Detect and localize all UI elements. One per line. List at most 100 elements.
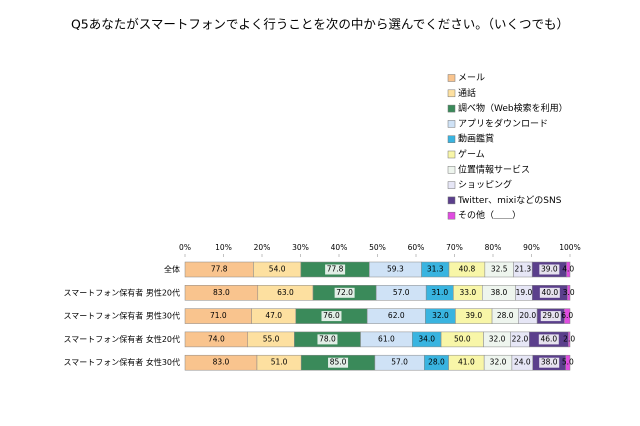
legend-label: メール	[458, 74, 485, 84]
data-label: 33.0	[459, 288, 476, 297]
x-tick-label: 70%	[446, 243, 463, 252]
data-label: 38.0	[541, 358, 558, 367]
x-tick-label: 40%	[331, 243, 348, 252]
label-bg	[539, 287, 560, 298]
y-tick-label: スマートフォン保有者 男性20代	[64, 287, 180, 297]
data-label: 4.0	[562, 265, 574, 274]
legend-swatch	[447, 89, 456, 98]
data-label: 71.0	[210, 311, 227, 320]
data-label: 72.0	[336, 288, 353, 297]
legend-swatch	[447, 120, 456, 128]
x-tick-label: 30%	[292, 243, 309, 252]
label-bg	[321, 311, 342, 322]
data-label: 85.0	[330, 358, 347, 367]
legend-label: ショッピング	[458, 179, 512, 191]
x-tick-label: 20%	[254, 243, 271, 252]
data-label: 83.0	[213, 288, 230, 297]
label-bg	[539, 357, 560, 368]
legend-label: 調べ物（Web検索を利用）	[458, 102, 568, 114]
bar-segment	[566, 261, 571, 278]
data-label: 3.0	[563, 288, 575, 297]
label-bg	[325, 264, 346, 275]
bar-segment	[568, 331, 571, 348]
data-label: 20.0	[519, 311, 536, 320]
x-tick-label: 10%	[215, 243, 232, 252]
data-label: 40.8	[459, 265, 476, 274]
label-bg	[539, 264, 560, 275]
legend-label: その他（＿＿）	[458, 209, 521, 221]
data-label: 34.0	[418, 334, 435, 343]
data-label: 55.0	[263, 334, 280, 343]
data-label: 77.8	[327, 265, 344, 274]
bar-segment	[565, 354, 571, 371]
data-label: 6.0	[561, 311, 573, 320]
data-label: 83.0	[213, 358, 230, 367]
legend-swatch	[447, 211, 456, 220]
label-bg	[538, 334, 559, 345]
data-label: 41.0	[458, 358, 475, 367]
legend-swatch	[447, 181, 456, 189]
bar-segment	[567, 285, 571, 301]
data-label: 38.0	[491, 288, 508, 297]
data-label: 5.0	[562, 358, 574, 367]
data-label: 47.0	[265, 311, 282, 320]
label-bg	[334, 287, 355, 298]
data-label: 31.3	[427, 265, 444, 274]
data-label: 50.0	[454, 334, 471, 343]
data-label: 63.0	[277, 288, 294, 297]
data-label: 62.0	[388, 311, 405, 320]
data-label: 32.0	[489, 334, 506, 343]
legend-label: 通話	[458, 87, 476, 99]
data-label: 28.0	[497, 311, 514, 320]
legend-label: アプリをダウンロード	[458, 117, 548, 129]
x-tick-label: 50%	[369, 243, 386, 252]
chart-title: Q5あなたがスマートフォンでよく行うことを次の中から選んでください。（いくつでも…	[71, 17, 569, 32]
legend-swatch	[447, 104, 456, 113]
legend-label: 位置情報サービス	[458, 163, 530, 175]
data-label: 32.0	[432, 311, 449, 320]
bar-segment	[564, 308, 571, 324]
data-label: 29.0	[542, 311, 559, 320]
legend-label: 動画鑑賞	[458, 133, 494, 145]
y-tick-label: スマートフォン保有者 女性20代	[64, 334, 180, 344]
x-tick-label: 0%	[179, 243, 191, 252]
legend-swatch	[447, 166, 456, 174]
data-label: 19.0	[516, 288, 533, 297]
data-label: 24.0	[514, 358, 531, 367]
y-tick-label: 全体	[164, 264, 180, 274]
data-label: 46.0	[540, 334, 557, 343]
data-label: 78.0	[319, 334, 336, 343]
legend-swatch	[447, 135, 456, 143]
data-label: 40.0	[541, 288, 558, 297]
x-tick-label: 90%	[523, 243, 540, 252]
data-label: 32.0	[490, 358, 507, 367]
data-label: 59.3	[387, 265, 404, 274]
label-bg	[317, 334, 338, 345]
legend-label: Twitter、mixiなどのSNS	[457, 195, 562, 206]
data-label: 21.3	[514, 265, 531, 274]
data-label: 61.0	[378, 334, 395, 343]
x-tick-label: 100%	[559, 243, 580, 252]
data-label: 2.0	[563, 334, 575, 343]
data-label: 32.5	[491, 265, 508, 274]
x-tick-label: 80%	[485, 243, 502, 252]
label-bg	[328, 357, 349, 368]
data-label: 77.8	[211, 265, 228, 274]
x-tick-label: 60%	[408, 243, 425, 252]
y-tick-label: スマートフォン保有者 女性30代	[64, 357, 180, 367]
data-label: 74.0	[208, 334, 225, 343]
legend-swatch	[447, 150, 456, 159]
data-label: 31.0	[431, 288, 448, 297]
data-label: 76.0	[323, 311, 340, 320]
label-bg	[540, 311, 561, 322]
data-label: 57.0	[393, 288, 410, 297]
data-label: 39.0	[541, 265, 558, 274]
y-tick-label: スマートフォン保有者 男性30代	[64, 311, 180, 321]
data-label: 51.0	[271, 358, 288, 367]
data-label: 22.0	[512, 334, 529, 343]
legend-swatch	[447, 196, 456, 205]
data-label: 57.0	[391, 358, 408, 367]
data-label: 39.0	[465, 311, 482, 320]
data-label: 28.0	[428, 358, 445, 367]
